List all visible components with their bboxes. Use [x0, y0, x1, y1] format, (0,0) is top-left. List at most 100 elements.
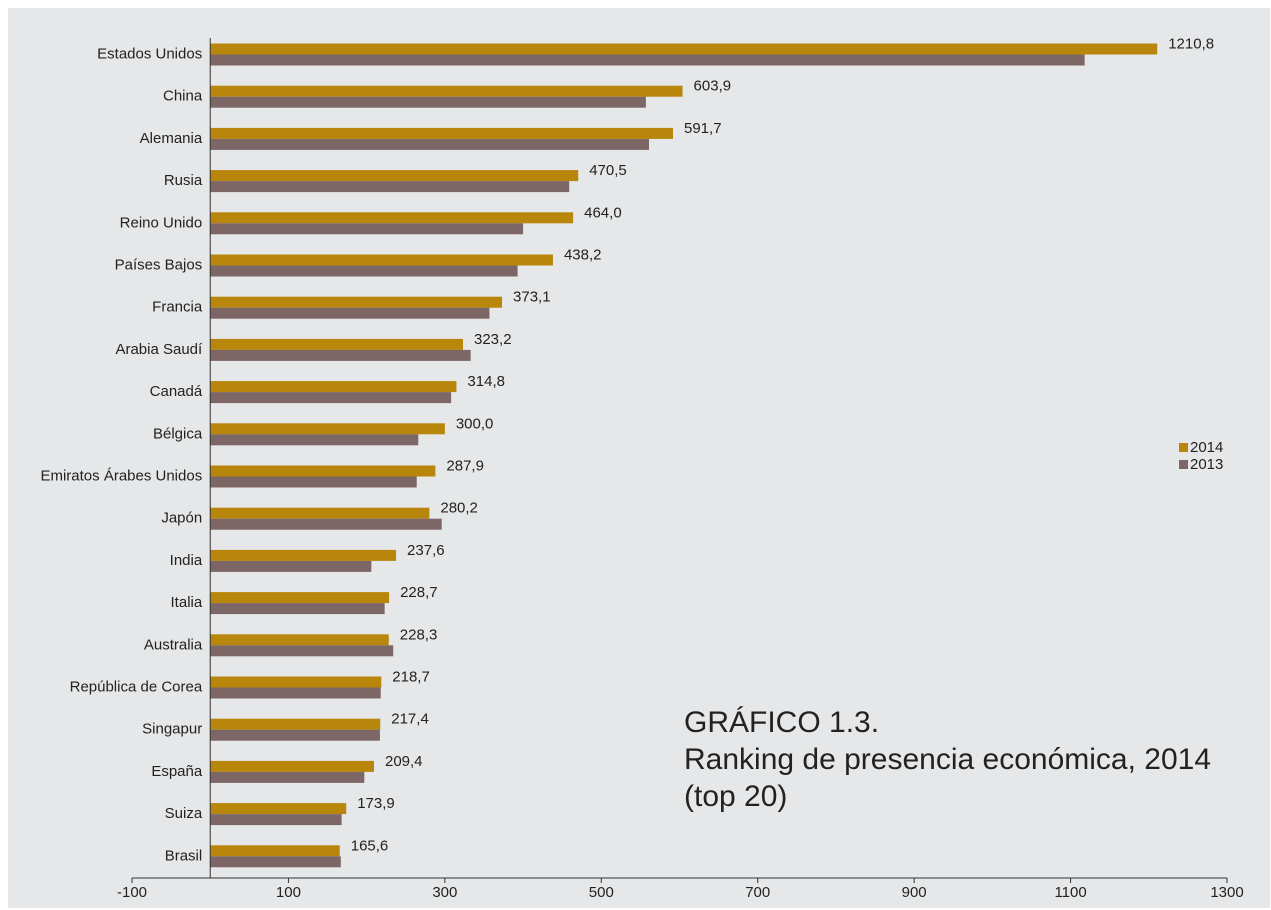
bar-2013-3 [210, 181, 570, 193]
data-label: 314,8 [467, 373, 505, 390]
chart-title-line: GRÁFICO 1.3. [684, 706, 879, 739]
bar-2013-11 [210, 518, 442, 530]
bar-2013-8 [210, 392, 452, 404]
x-tick-label: 700 [745, 884, 770, 901]
category-label: Singapur [142, 721, 202, 738]
data-label: 280,2 [440, 500, 478, 517]
bar-2013-7 [210, 349, 471, 361]
bars-layer [210, 43, 1158, 868]
x-tick-label: 500 [589, 884, 614, 901]
category-label: Francia [152, 299, 203, 316]
category-labels: Estados Unidos China Alemania Rusia Reino Un… [40, 46, 203, 865]
bar-2014-4 [210, 212, 574, 224]
category-label: India [170, 552, 203, 569]
data-label: 603,9 [694, 78, 732, 95]
bar-2014-17 [210, 760, 374, 772]
x-tick-label: 900 [902, 884, 927, 901]
bar-2014-12 [210, 549, 397, 561]
bar-2013-19 [210, 856, 341, 868]
bar-2013-4 [210, 223, 524, 235]
category-label: España [151, 763, 203, 780]
category-label: Suiza [165, 805, 203, 822]
x-tick-label: 100 [276, 884, 301, 901]
x-axis: -100 100 300 500 700 900 1100 1300 [117, 38, 1244, 901]
category-label: Japón [161, 510, 202, 527]
bar-2014-1 [210, 85, 683, 97]
bar-2014-10 [210, 465, 436, 477]
data-label: 228,7 [400, 584, 438, 601]
bar-2014-0 [210, 43, 1158, 55]
category-label: Países Bajos [115, 257, 203, 274]
bar-2013-17 [210, 771, 365, 783]
chart-area: Estados Unidos China Alemania Rusia Reino Un… [8, 8, 1270, 908]
data-label: 470,5 [589, 162, 627, 179]
category-label: República de Corea [70, 679, 203, 696]
data-label: 165,6 [351, 837, 389, 854]
chart-title-line: Ranking de presencia económica, 2014 [684, 743, 1211, 776]
data-label: 438,2 [564, 247, 602, 264]
data-label: 237,6 [407, 542, 445, 559]
bar-2014-14 [210, 634, 389, 646]
bar-2014-6 [210, 296, 503, 308]
bar-2014-18 [210, 803, 347, 815]
category-label: Brasil [165, 847, 203, 864]
data-label: 464,0 [584, 204, 622, 221]
category-label: Italia [171, 594, 203, 611]
bar-2013-15 [210, 687, 381, 699]
data-label: 591,7 [684, 120, 722, 137]
x-tick-label: -100 [117, 884, 147, 901]
legend-label-2014: 2014 [1190, 439, 1223, 456]
x-tick-label: 1100 [1054, 884, 1086, 901]
legend-swatch-2014 [1179, 443, 1188, 452]
bar-2013-1 [210, 96, 646, 108]
bar-2013-9 [210, 434, 419, 446]
data-label: 1210,8 [1168, 36, 1214, 53]
bar-2014-3 [210, 170, 579, 182]
bar-2014-19 [210, 845, 340, 857]
data-label: 218,7 [392, 669, 430, 686]
bar-2014-11 [210, 507, 430, 519]
data-label: 287,9 [446, 458, 484, 475]
bar-2013-14 [210, 645, 394, 657]
x-tick-label: 300 [432, 884, 457, 901]
bar-2013-13 [210, 603, 385, 615]
data-labels: 1210,8 603,9 591,7 470,5 464,0 438,2 373,1 323,… [351, 36, 1214, 855]
bar-2014-2 [210, 127, 674, 139]
bar-2013-12 [210, 560, 372, 572]
data-label: 209,4 [385, 753, 423, 770]
data-label: 300,0 [456, 415, 494, 432]
category-label: Arabia Saudí [115, 341, 203, 358]
chart-title-line: (top 20) [684, 780, 787, 813]
legend-label-2013: 2013 [1190, 456, 1223, 473]
category-label: Canadá [150, 383, 203, 400]
legend-swatch-2013 [1179, 460, 1188, 469]
bar-2013-6 [210, 307, 490, 319]
category-label: Australia [144, 636, 203, 653]
data-label: 323,2 [474, 331, 512, 348]
bar-2013-18 [210, 814, 342, 826]
bar-2014-13 [210, 592, 390, 604]
category-label: Reino Unido [120, 214, 203, 231]
data-label: 173,9 [357, 795, 395, 812]
bar-2014-9 [210, 423, 445, 435]
data-label: 373,1 [513, 289, 551, 306]
bar-2013-2 [210, 138, 649, 150]
bar-2013-10 [210, 476, 417, 488]
x-tick-label: 1300 [1210, 884, 1243, 901]
category-label: Emiratos Árabes Unidos [40, 468, 202, 485]
chart-title: GRÁFICO 1.3. Ranking de presencia económi… [684, 706, 1211, 813]
category-label: Rusia [164, 172, 203, 189]
bar-2014-8 [210, 381, 457, 393]
bar-2014-15 [210, 676, 382, 688]
data-label: 217,4 [391, 711, 429, 728]
bar-2013-5 [210, 265, 518, 277]
bar-chart: Estados Unidos China Alemania Rusia Reino Un… [40, 36, 1244, 902]
data-label: 228,3 [400, 626, 438, 643]
bar-2014-7 [210, 338, 464, 350]
category-label: Alemania [140, 130, 203, 147]
category-label: Bélgica [153, 425, 203, 442]
bar-2014-5 [210, 254, 553, 266]
bar-2013-0 [210, 54, 1085, 66]
category-label: China [163, 88, 203, 105]
bar-2013-16 [210, 729, 380, 741]
